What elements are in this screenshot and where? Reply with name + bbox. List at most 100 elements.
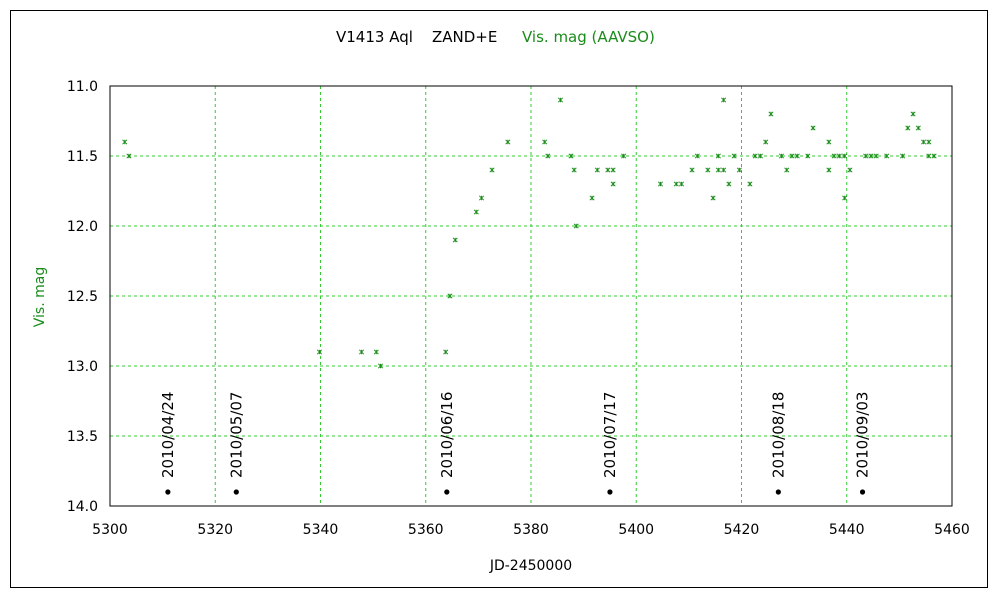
data-point <box>478 195 485 201</box>
data-point <box>778 153 785 159</box>
chart-frame <box>10 10 988 588</box>
x-tick-label: 5460 <box>934 522 970 538</box>
data-point <box>810 125 816 131</box>
chart-title-series: Vis. mag (AAVSO) <box>522 28 655 46</box>
data-point <box>805 153 811 159</box>
data-point <box>763 139 769 145</box>
plot-area <box>109 85 953 507</box>
date-marker-dot <box>859 489 866 495</box>
y-tick-labels: 11.0 11.5 12.0 12.5 13.0 13.5 14.0 <box>67 79 98 515</box>
x-tick-label: 5320 <box>197 522 233 538</box>
data-point <box>747 181 753 187</box>
data-point <box>847 167 853 173</box>
x-tick-label: 5340 <box>303 522 339 538</box>
data-point <box>884 153 890 159</box>
data-point <box>789 153 795 159</box>
data-point <box>678 181 685 187</box>
data-point <box>373 349 379 355</box>
data-point <box>736 167 742 173</box>
x-tick-label: 5440 <box>829 522 865 538</box>
data-point <box>768 111 774 117</box>
date-marker-dot <box>444 489 450 495</box>
data-point <box>794 153 800 159</box>
data-point <box>621 153 627 159</box>
data-point <box>673 181 679 187</box>
x-tick-labels: 5300 5320 5340 5360 5380 5400 5420 5440 5460 <box>92 522 970 538</box>
x-tick-label: 5360 <box>408 522 444 538</box>
data-point <box>868 153 874 159</box>
data-point <box>926 153 932 159</box>
data-point <box>784 167 790 173</box>
data-point <box>594 167 600 173</box>
chart-title-object: V1413 Aql ZAND+E <box>336 28 497 46</box>
x-tick-label: 5380 <box>513 522 549 538</box>
date-marker-label: 2010/09/03 <box>854 392 872 478</box>
data-point <box>715 153 721 159</box>
data-point <box>826 139 832 145</box>
y-tick-label: 13.0 <box>67 359 98 375</box>
data-point <box>726 181 732 187</box>
data-point <box>873 153 879 159</box>
data-point <box>122 139 128 145</box>
data-point <box>752 153 758 159</box>
data-point <box>316 349 323 355</box>
data-point <box>899 153 906 159</box>
data-point <box>568 153 574 159</box>
date-marker-label: 2010/07/17 <box>601 392 619 478</box>
data-point <box>605 167 611 173</box>
data-point <box>689 167 695 173</box>
grid-lines <box>110 86 952 506</box>
data-points <box>122 97 937 369</box>
data-point <box>842 153 848 159</box>
data-point <box>358 349 365 355</box>
y-axis-label: Vis. mag <box>32 267 48 327</box>
data-point <box>910 111 916 117</box>
data-point <box>826 167 832 173</box>
data-point <box>443 349 449 355</box>
y-tick-label: 12.5 <box>67 289 98 305</box>
data-point <box>126 153 132 159</box>
data-point <box>705 167 711 173</box>
data-point <box>505 139 511 145</box>
data-point <box>542 139 548 145</box>
data-point <box>721 167 727 173</box>
y-tick-label: 12.0 <box>67 219 98 235</box>
date-marker-label: 2010/05/07 <box>227 392 245 478</box>
x-tick-label: 5300 <box>92 522 128 538</box>
data-point <box>545 153 551 159</box>
data-point <box>447 293 453 299</box>
data-point <box>926 139 932 145</box>
data-point <box>473 209 479 215</box>
data-point <box>694 153 700 159</box>
date-marker-dot <box>775 489 781 495</box>
data-point <box>731 153 737 159</box>
data-point <box>836 153 842 159</box>
data-point <box>657 181 664 187</box>
data-point <box>610 167 616 173</box>
data-point <box>610 181 616 187</box>
y-tick-label: 14.0 <box>67 499 98 515</box>
data-point <box>573 223 579 229</box>
date-marker-label: 2010/06/16 <box>438 392 456 478</box>
x-tick-label: 5420 <box>724 522 760 538</box>
data-point <box>710 195 716 201</box>
y-tick-label: 11.0 <box>67 79 98 95</box>
data-point <box>931 153 937 159</box>
y-tick-label: 11.5 <box>67 149 98 165</box>
data-point <box>842 195 848 201</box>
data-point <box>757 153 763 159</box>
data-point <box>489 167 495 173</box>
data-point <box>557 97 564 103</box>
x-tick-label: 5400 <box>618 522 654 538</box>
date-marker-label: 2010/04/24 <box>159 392 177 478</box>
data-point <box>589 195 595 201</box>
data-point <box>452 237 458 243</box>
date-marker-dot <box>607 489 613 495</box>
date-marker-dot <box>233 489 239 495</box>
date-marker-label: 2010/08/18 <box>769 392 787 478</box>
data-point <box>571 167 577 173</box>
data-point <box>863 153 869 159</box>
data-point <box>905 125 911 131</box>
data-point <box>715 167 721 173</box>
